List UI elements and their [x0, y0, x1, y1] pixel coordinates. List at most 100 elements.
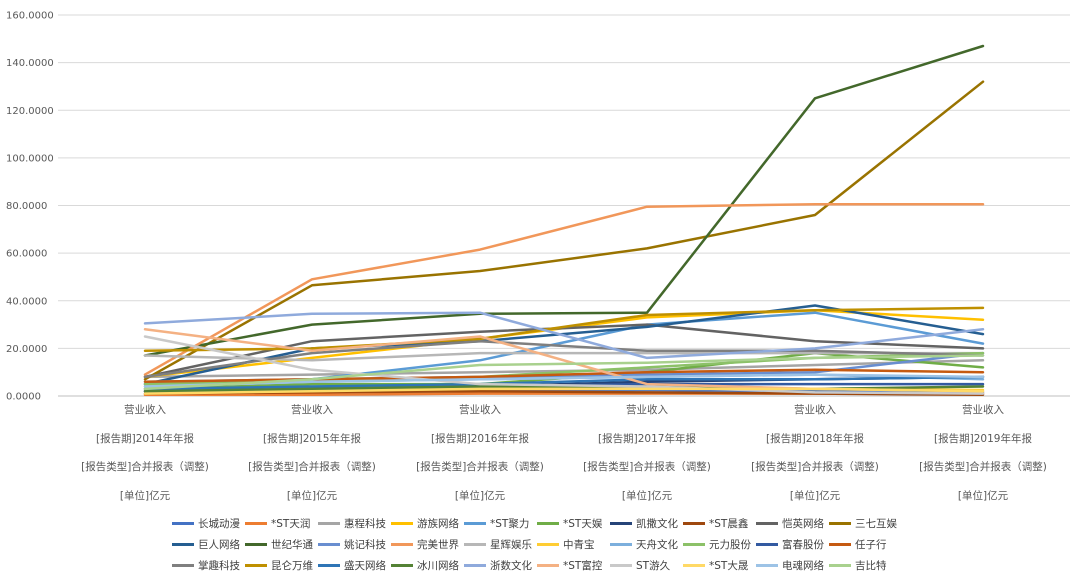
legend-item: *ST聚力: [464, 516, 537, 531]
legend-row: 长城动漫 *ST天润 惠程科技 游族网络 *ST聚力 *ST天娱 凯撒文化 *ST晨鑫 恺英网络…: [172, 513, 1072, 534]
legend-item: 完美世界: [391, 537, 464, 552]
legend-swatch: [829, 522, 851, 525]
legend-item: 恺英网络: [756, 516, 829, 531]
legend-swatch: [537, 522, 559, 525]
series-line: [143, 339, 985, 379]
legend-swatch: [756, 564, 778, 567]
legend-swatch: [610, 522, 632, 525]
legend-item: 姚记科技: [318, 537, 391, 552]
legend-swatch: [464, 522, 486, 525]
series-line: [143, 203, 985, 376]
legend-swatch: [610, 543, 632, 546]
legend-label: 中青宝: [563, 539, 595, 551]
legend-item: 三七互娱: [829, 516, 902, 531]
legend-swatch: [683, 564, 705, 567]
y-tick-label: 120.0000: [6, 106, 54, 117]
legend-label: 富春股份: [782, 539, 824, 551]
legend-swatch: [318, 564, 340, 567]
x-tick-label: [报告类型]合并报表（调整): [583, 460, 711, 473]
legend-label: 三七互娱: [855, 518, 897, 530]
legend-swatch: [318, 543, 340, 546]
legend-item: *ST天娱: [537, 516, 610, 531]
legend-item: 巨人网络: [172, 537, 245, 552]
legend-label: 元力股份: [709, 539, 751, 551]
legend-item: 掌趣科技: [172, 558, 245, 573]
legend-item: 世纪华通: [245, 537, 318, 552]
legend-item: 冰川网络: [391, 558, 464, 573]
legend-label: 完美世界: [417, 539, 459, 551]
x-tick-label: 营业收入: [124, 403, 166, 416]
x-tick-label: 营业收入: [459, 403, 501, 416]
legend-label: 巨人网络: [198, 539, 240, 551]
x-axis-labels: 营业收入[报告期]2014年年报[报告类型]合并报表（调整)[单位]亿元营业收入…: [81, 403, 1047, 502]
legend-label: 天舟文化: [636, 539, 678, 551]
legend-swatch: [245, 564, 267, 567]
legend-label: 吉比特: [855, 560, 887, 572]
x-tick-label: [报告期]2019年年报: [934, 432, 1032, 445]
y-tick-label: 20.0000: [6, 344, 47, 355]
legend-swatch: [172, 543, 194, 546]
legend-swatch: [318, 522, 340, 525]
series-line: [143, 306, 985, 353]
series-line: [143, 375, 985, 391]
legend-item: 星辉娱乐: [464, 537, 537, 552]
x-tick-label: [报告期]2015年年报: [263, 432, 361, 445]
x-tick-label: [报告期]2014年年报: [96, 432, 194, 445]
legend-swatch: [245, 543, 267, 546]
legend-swatch: [683, 543, 705, 546]
legend-swatch: [391, 564, 413, 567]
legend-label: 掌趣科技: [198, 560, 240, 572]
y-tick-label: 0.0000: [6, 392, 41, 403]
legend-label: 电魂网络: [782, 560, 824, 572]
legend-label: 星辉娱乐: [490, 539, 532, 551]
x-tick-label: [单位]亿元: [120, 489, 171, 502]
legend-item: 电魂网络: [756, 558, 829, 573]
series-line: [143, 311, 985, 360]
series-line: [143, 335, 985, 395]
legend-swatch: [391, 522, 413, 525]
series-line: [143, 80, 985, 381]
legend-label: 凯撒文化: [636, 518, 678, 530]
legend-item: 元力股份: [683, 537, 756, 552]
series-line: [143, 373, 985, 388]
legend-item: *ST富控: [537, 558, 610, 573]
legend-label: *ST天润: [271, 518, 311, 530]
legend-swatch: [391, 543, 413, 546]
legend-item: *ST天润: [245, 516, 318, 531]
legend-item: 盛天网络: [318, 558, 391, 573]
legend-item: 中青宝: [537, 537, 610, 552]
x-tick-label: [报告期]2017年年报: [598, 432, 696, 445]
legend-item: 长城动漫: [172, 516, 245, 531]
legend-item: 富春股份: [756, 537, 829, 552]
x-tick-label: [报告期]2018年年报: [766, 432, 864, 445]
y-axis-ticks: 0.0000 20.0000 40.0000 60.0000 80.0000 100.00…: [6, 11, 54, 403]
legend-label: 任子行: [855, 539, 887, 551]
legend-swatch: [829, 543, 851, 546]
legend-label: 长城动漫: [198, 518, 240, 530]
legend-swatch: [537, 543, 559, 546]
legend-item: 任子行: [829, 537, 902, 552]
legend-label: 世纪华通: [271, 539, 313, 551]
legend-item: 惠程科技: [318, 516, 391, 531]
legend-label: 昆仑万维: [271, 560, 313, 572]
series-line: [143, 354, 985, 391]
legend-item: 浙数文化: [464, 558, 537, 573]
legend-item: 凯撒文化: [610, 516, 683, 531]
legend-row: 掌趣科技 昆仑万维 盛天网络 冰川网络 浙数文化 *ST富控 ST游久 *ST大晟 电魂网络 吉比…: [172, 555, 1072, 576]
legend-swatch: [610, 564, 632, 567]
series-lines: [143, 44, 985, 397]
legend-item: 天舟文化: [610, 537, 683, 552]
y-tick-label: 60.0000: [6, 249, 47, 260]
legend-label: *ST聚力: [490, 518, 530, 530]
x-tick-label: 营业收入: [794, 403, 836, 416]
x-tick-label: [单位]亿元: [455, 489, 506, 502]
legend-label: 惠程科技: [344, 518, 386, 530]
x-tick-label: 营业收入: [962, 403, 1004, 416]
gridlines: [58, 14, 1070, 397]
y-tick-label: 100.0000: [6, 153, 54, 164]
x-tick-label: [报告类型]合并报表（调整): [248, 460, 376, 473]
legend: 长城动漫 *ST天润 惠程科技 游族网络 *ST聚力 *ST天娱 凯撒文化 *ST晨鑫 恺英网络…: [172, 513, 1072, 576]
legend-item: 昆仑万维: [245, 558, 318, 573]
legend-label: *ST富控: [563, 560, 603, 572]
legend-label: *ST大晟: [709, 560, 749, 572]
